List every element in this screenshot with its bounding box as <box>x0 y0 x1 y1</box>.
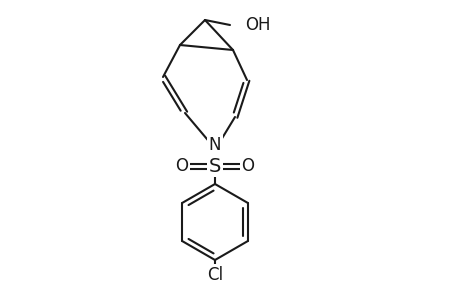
Text: N: N <box>208 136 221 154</box>
Text: OH: OH <box>245 16 270 34</box>
Text: O: O <box>175 157 188 175</box>
Text: Cl: Cl <box>207 266 223 284</box>
Text: O: O <box>241 157 254 175</box>
Text: S: S <box>208 157 221 175</box>
